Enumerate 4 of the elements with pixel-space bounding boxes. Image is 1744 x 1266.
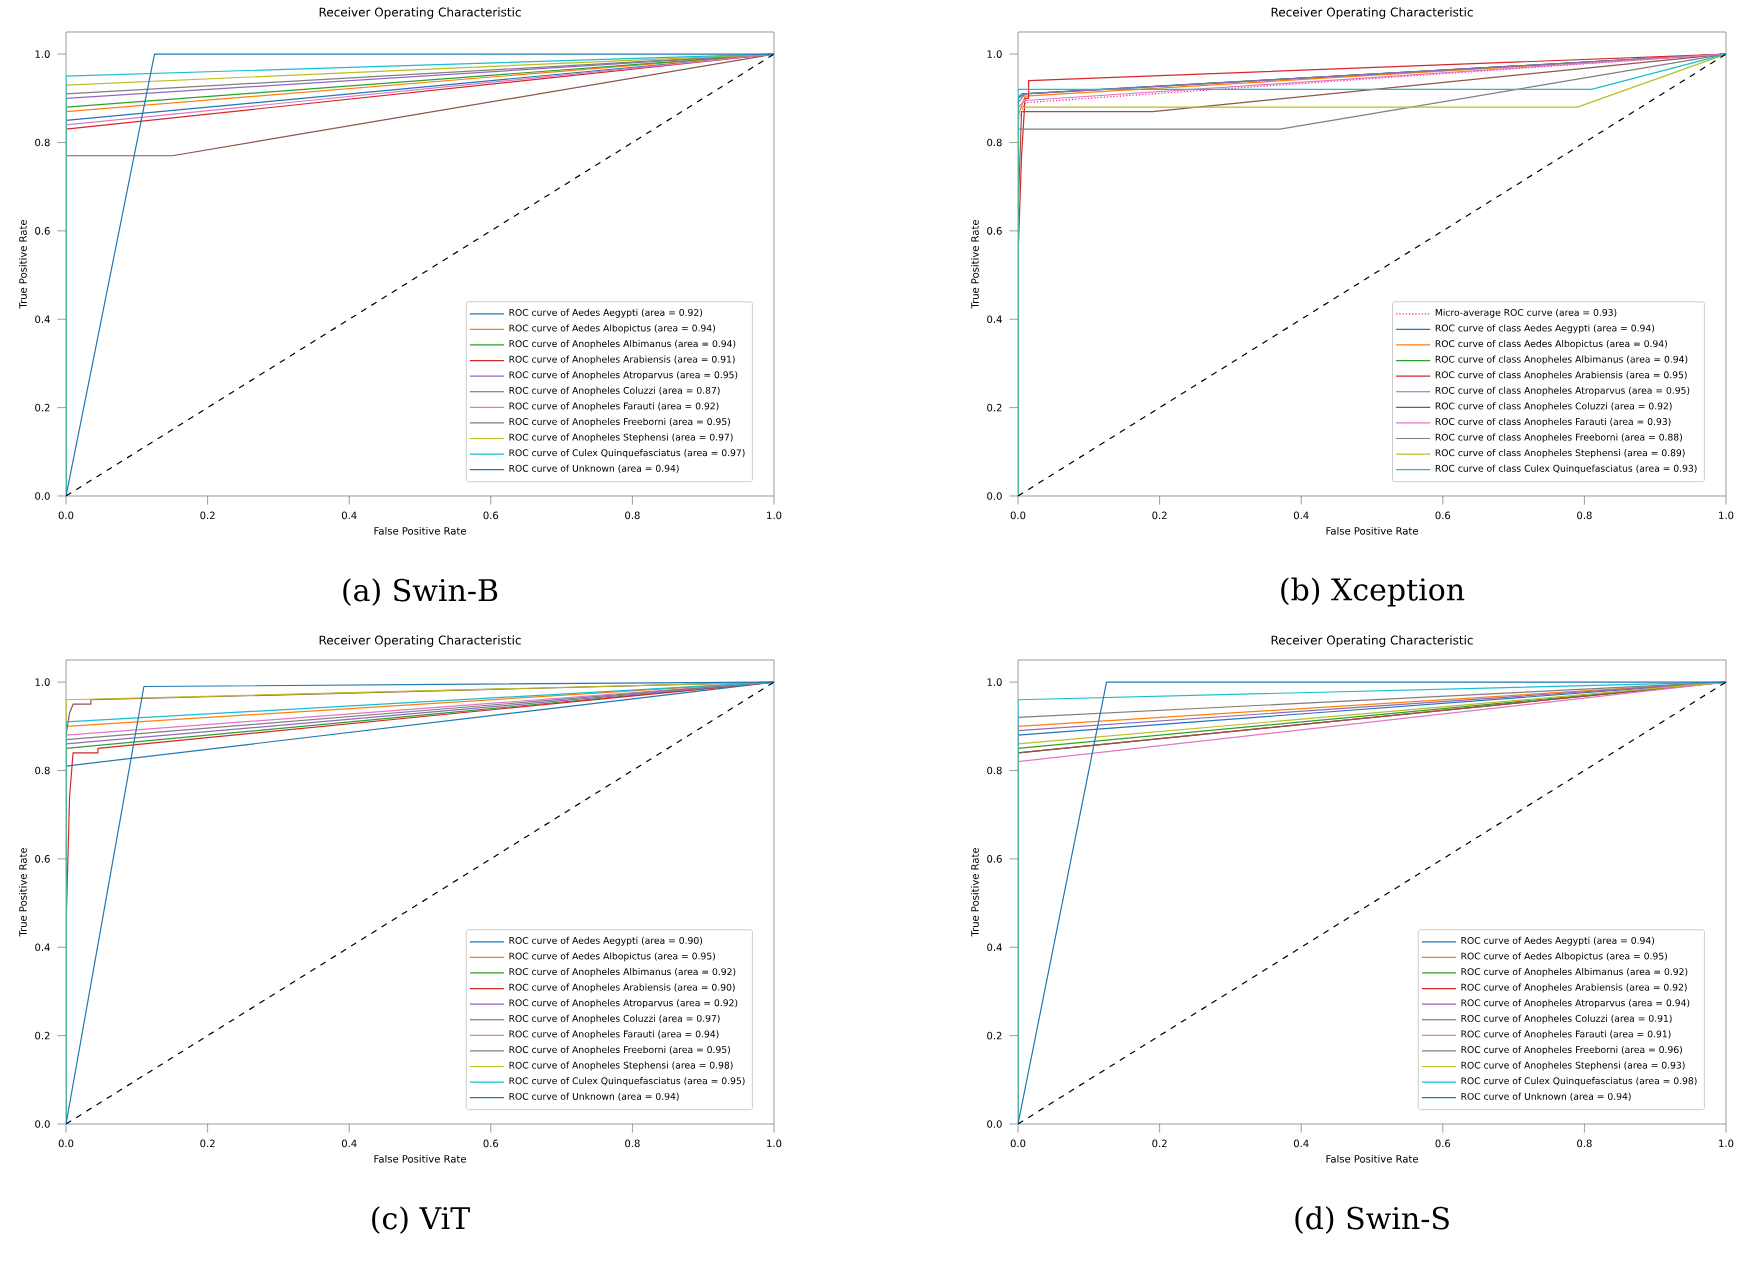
text: (d) Swin-S <box>1295 1206 1449 1234</box>
text: (c) ViT <box>372 1206 470 1234</box>
text: (a) Swin-B <box>343 578 498 606</box>
text: (b) Xception <box>1281 577 1465 607</box>
